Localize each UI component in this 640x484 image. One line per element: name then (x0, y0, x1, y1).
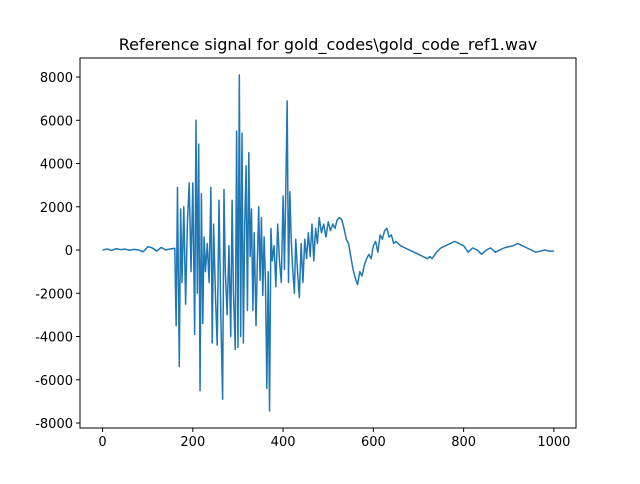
y-tick-label: 6000 (40, 114, 73, 129)
y-tick-label: 2000 (40, 201, 73, 216)
y-tick-label: -2000 (35, 287, 73, 302)
y-tick-label: -4000 (35, 331, 73, 346)
y-tick-label: 8000 (40, 71, 73, 86)
y-tick-label: -6000 (35, 374, 73, 389)
x-tick-label: 200 (180, 435, 205, 450)
x-tick-label: 400 (271, 435, 296, 450)
plot-frame (79, 57, 577, 429)
x-tick-label: 0 (98, 435, 106, 450)
y-tick-label: 0 (65, 244, 73, 259)
x-tick-label: 800 (451, 435, 476, 450)
chart-title: Reference signal for gold_codes\gold_cod… (119, 35, 537, 55)
signal-line (102, 74, 554, 412)
x-tick-label: 600 (361, 435, 386, 450)
y-tick-label: 4000 (40, 158, 73, 173)
y-tick-label: -8000 (35, 417, 73, 432)
x-tick-label: 1000 (537, 435, 570, 450)
